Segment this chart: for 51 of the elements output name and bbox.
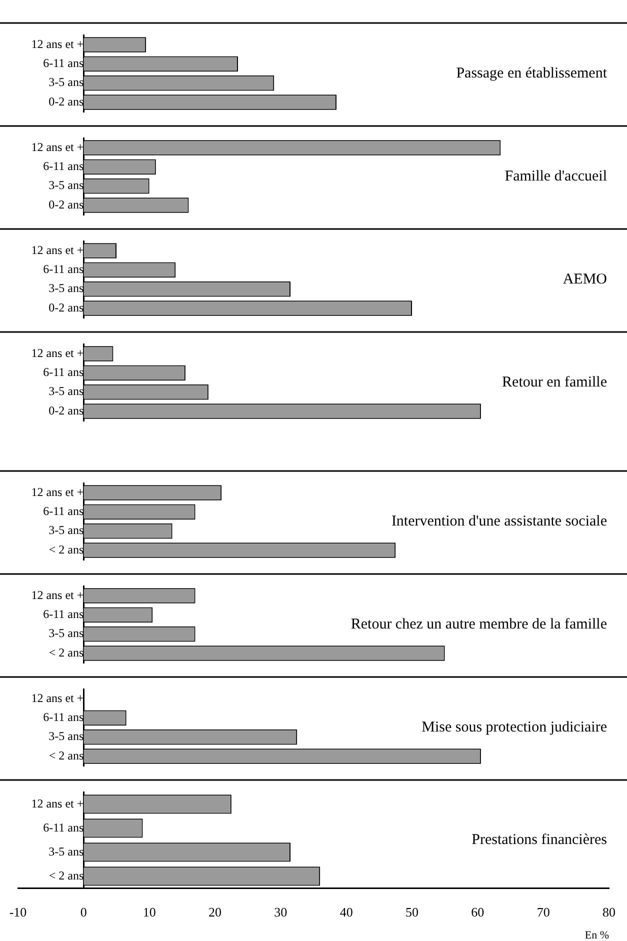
y-tick-label: 12 ans et + xyxy=(31,588,84,602)
y-tick-label: 6-11 ans xyxy=(43,710,84,724)
x-tick-label: 80 xyxy=(602,904,616,920)
y-tick-label: 3-5 ans xyxy=(48,178,84,192)
x-tick-label: -10 xyxy=(9,904,27,920)
y-tick-label: 6-11 ans xyxy=(43,262,84,276)
x-tick-label: 50 xyxy=(406,904,418,920)
y-tick-label: 3-5 ans xyxy=(48,384,84,398)
y-tick-label: 3-5 ans xyxy=(48,281,84,296)
x-tick-label: 10 xyxy=(142,904,156,920)
y-tick-label: < 2 ans xyxy=(48,645,84,660)
x-tick-label: 40 xyxy=(340,904,353,920)
y-tick-label: 6-11 ans xyxy=(43,607,84,622)
text: Prestations financières xyxy=(472,832,608,848)
y-tick-label: 6-11 ans xyxy=(43,56,84,70)
x-axis-title: En % xyxy=(584,929,609,941)
text: Passage en établissement xyxy=(456,65,608,82)
y-tick-label: 12 ans et + xyxy=(31,690,84,705)
y-tick-label: 3-5 ans xyxy=(48,75,84,90)
y-tick-label: 6-11 ans xyxy=(43,504,84,518)
y-tick-label: 0-2 ans xyxy=(48,403,84,418)
text: Retour en famille xyxy=(502,374,608,390)
text: Famille d'accueil xyxy=(504,168,607,184)
y-tick-label: 12 ans et + xyxy=(31,140,84,154)
y-tick-label: 3-5 ans xyxy=(48,729,84,744)
x-tick-label: 60 xyxy=(471,904,484,920)
y-tick-label: 12 ans et + xyxy=(31,484,84,499)
y-tick-label: 6-11 ans xyxy=(43,159,84,174)
y-tick-label: 0-2 ans xyxy=(48,94,84,108)
y-tick-label: 3-5 ans xyxy=(48,523,84,538)
text: Intervention d'une assistante sociale xyxy=(391,513,608,530)
y-tick-label: < 2 ans xyxy=(48,748,84,762)
y-tick-label: 3-5 ans xyxy=(48,844,84,858)
y-tick-label: < 2 ans xyxy=(48,542,84,556)
y-tick-label: 6-11 ans xyxy=(43,820,84,834)
x-tick-label: 30 xyxy=(274,904,288,920)
x-tick-label: 0 xyxy=(80,904,87,920)
text: Retour chez un autre membre de la famille xyxy=(350,616,608,632)
x-tick-label: 20 xyxy=(208,904,222,920)
y-tick-label: 0-2 ans xyxy=(48,197,84,212)
y-tick-label: 12 ans et + xyxy=(31,242,84,257)
text: Mise sous protection judiciaire xyxy=(422,719,608,736)
y-tick-label: < 2 ans xyxy=(48,868,84,882)
text: AEMO xyxy=(562,271,608,288)
y-tick-label: 3-5 ans xyxy=(48,626,84,640)
x-tick-label: 70 xyxy=(536,904,550,920)
y-tick-label: 0-2 ans xyxy=(48,300,84,314)
y-tick-label: 6-11 ans xyxy=(43,365,84,380)
y-tick-label: 12 ans et + xyxy=(31,796,84,810)
y-tick-label: 12 ans et + xyxy=(31,36,84,51)
y-tick-label: 12 ans et + xyxy=(31,346,84,360)
